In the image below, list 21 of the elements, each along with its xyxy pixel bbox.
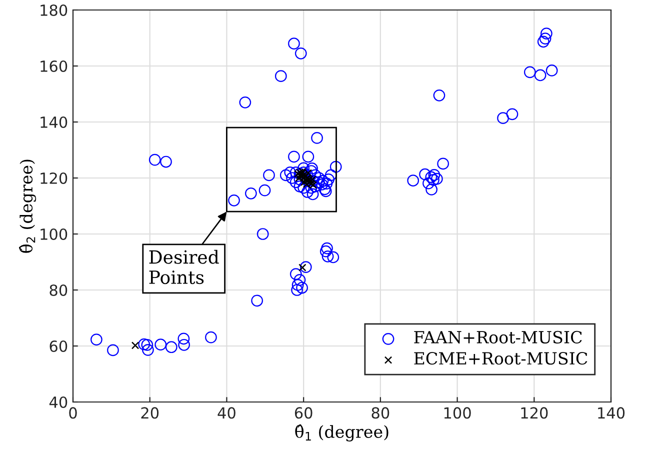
y-tick-label: 180: [40, 4, 68, 16]
x-tick-label: 40: [218, 407, 236, 419]
x-tick-label: 0: [69, 407, 77, 419]
x-tick-label: 140: [598, 407, 625, 419]
x-tick-label: 80: [372, 407, 390, 419]
x-tick-label: 100: [444, 407, 471, 419]
y-axis-title: θ̂$_{2}$ (degree): [19, 160, 36, 253]
y-tick-label: 60: [50, 340, 68, 352]
x-tick-label: 20: [141, 407, 159, 419]
legend-label: ECME+Root-MUSIC: [414, 352, 588, 365]
y-tick-label: 160: [40, 60, 68, 72]
annotation: Desired Points: [149, 250, 219, 284]
y-tick-label: 40: [49, 396, 68, 408]
y-tick-label: 120: [40, 172, 68, 184]
y-tick-label: 100: [40, 228, 68, 240]
y-tick-label: 80: [50, 284, 68, 296]
x-tick-label: 60: [294, 407, 312, 419]
x-axis-title: θ̂$_{1}$ (degree): [295, 424, 388, 442]
legend-label: FAAN+Root-MUSIC: [414, 330, 582, 344]
x-tick-label: 120: [521, 407, 548, 419]
y-tick-label: 140: [40, 116, 68, 128]
